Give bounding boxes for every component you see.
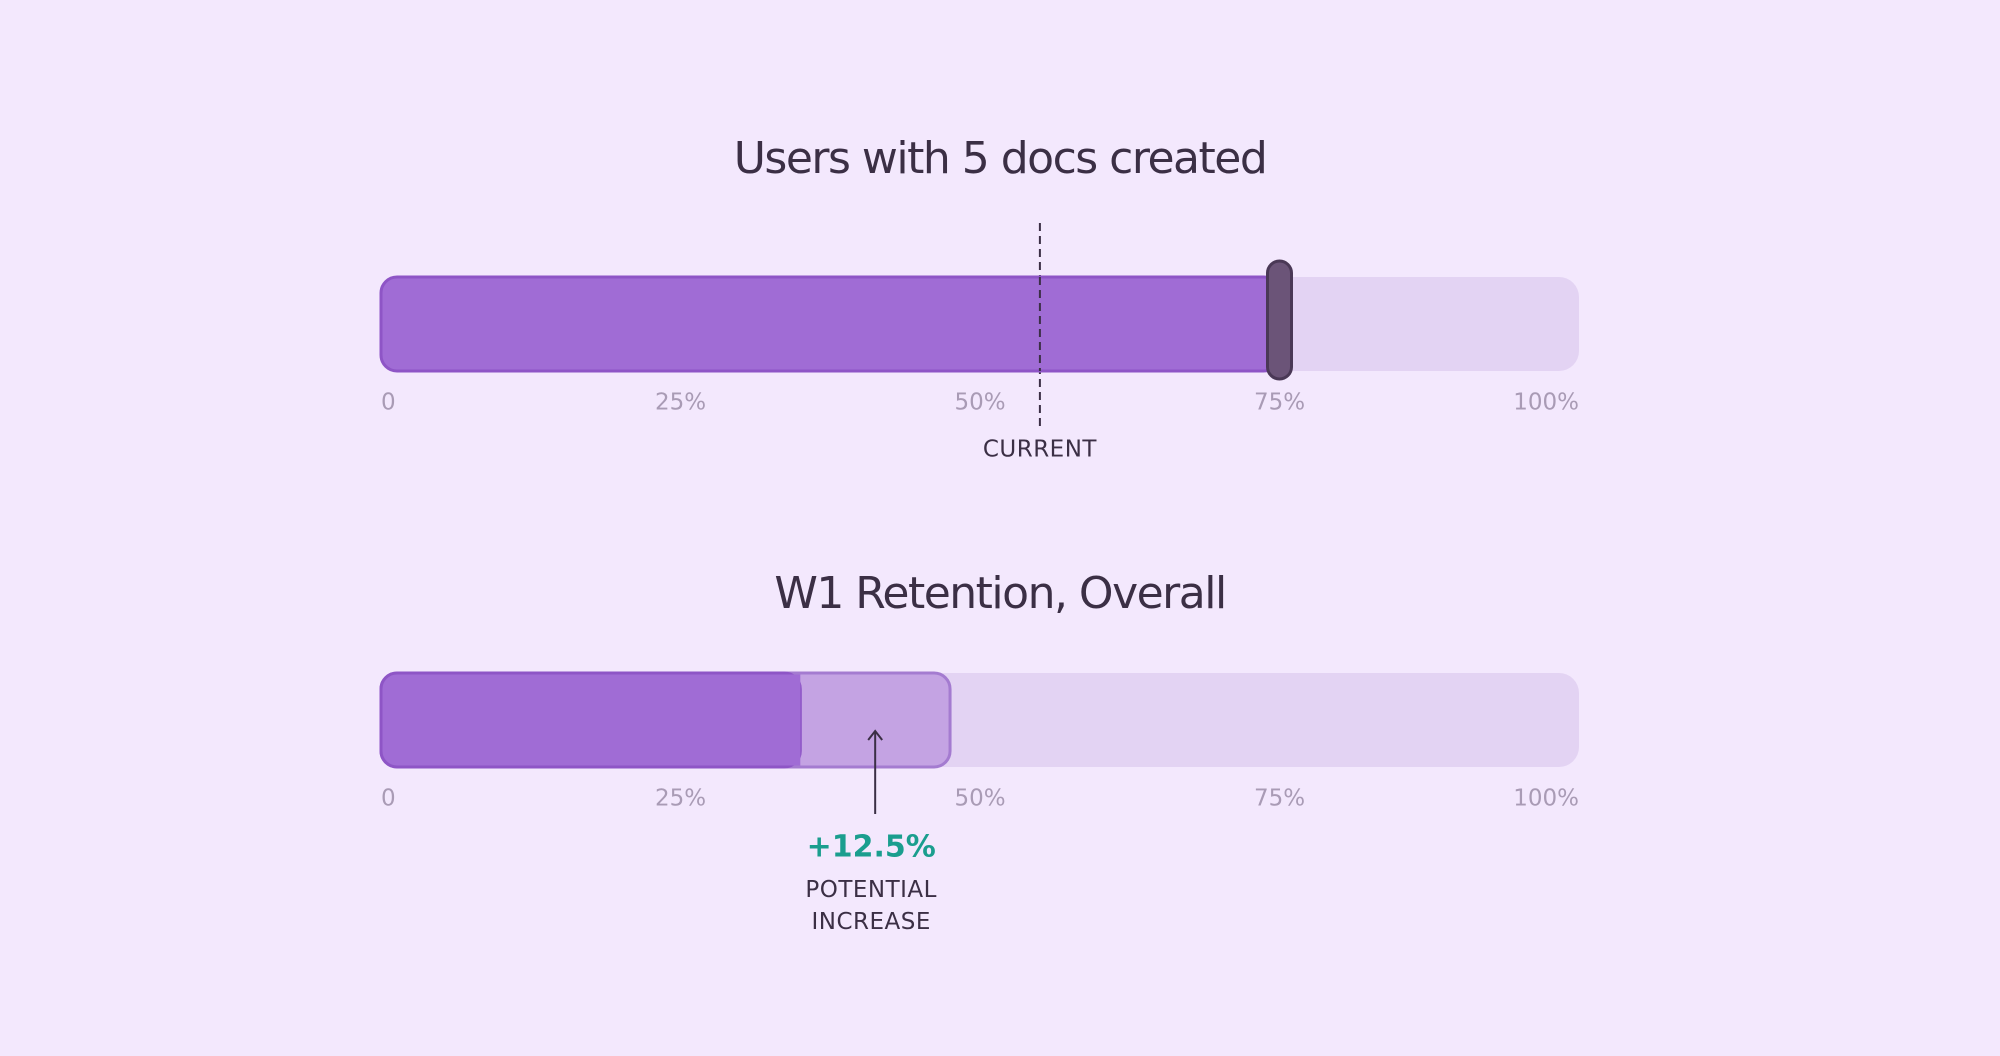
bar [379,671,802,769]
bar-edge [784,674,801,766]
marker-label: CURRENT [983,437,1098,463]
x-tick-label: 50% [954,390,1005,416]
annotation: POTENTIAL INCREASE [805,877,937,935]
x-tick-label: 0 [381,786,396,812]
x-tick-label: 100% [1513,390,1579,416]
x-tick-label: 50% [954,786,1005,812]
slider-handle[interactable] [1266,259,1293,381]
increase-label: +12.5% [807,830,936,865]
bar [379,275,1281,373]
chart-title: Users with 5 docs created [734,133,1267,184]
x-tick-label: 75% [1254,786,1305,812]
x-tick-label: 25% [655,390,706,416]
x-tick-label: 75% [1254,390,1305,416]
x-tick-label: 100% [1513,786,1579,812]
x-tick-label: 25% [655,786,706,812]
x-tick-label: 0 [381,390,396,416]
arrow-head [867,729,883,741]
chart-title: W1 Retention, Overall [774,568,1225,619]
